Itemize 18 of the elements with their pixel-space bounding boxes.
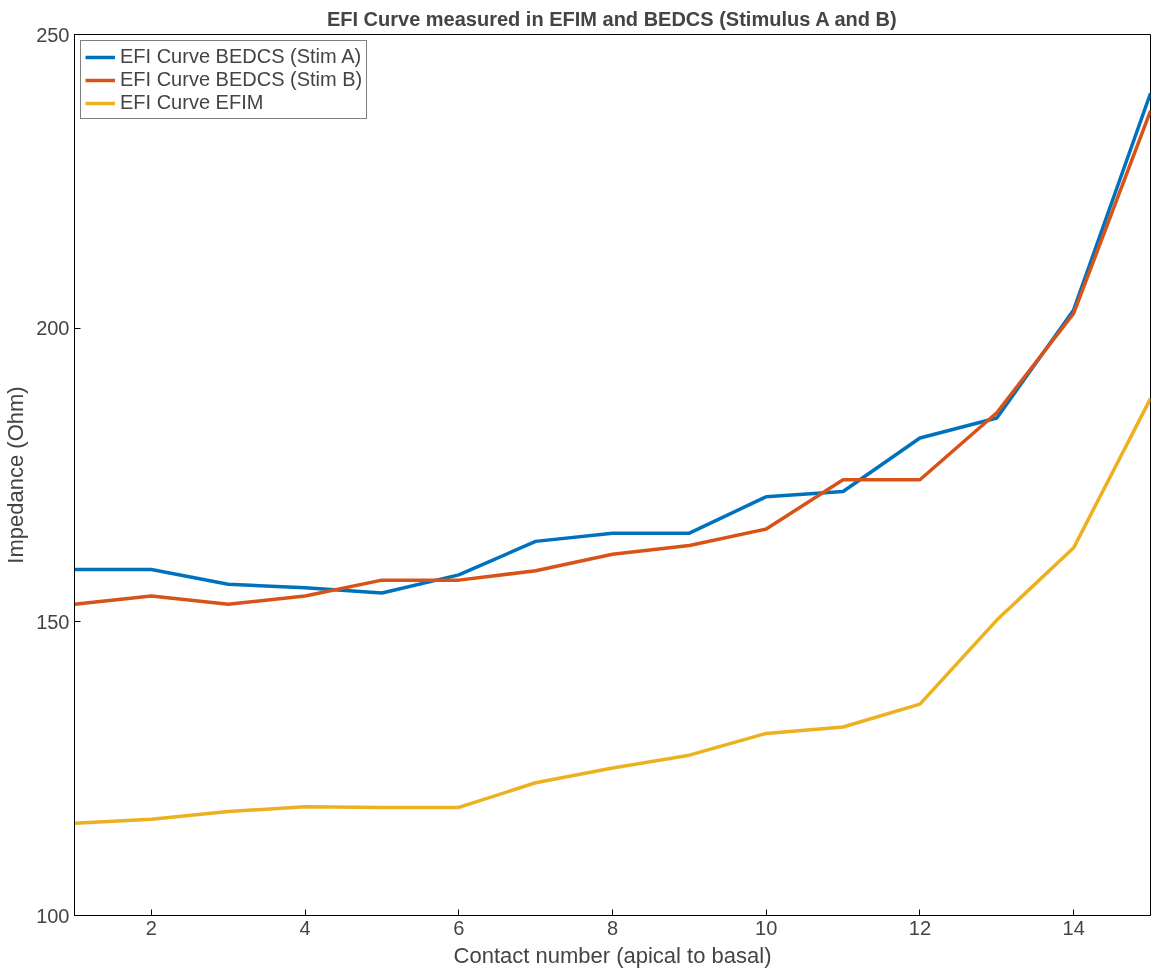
chart-title: EFI Curve measured in EFIM and BEDCS (Stimulus A and B) [326,7,897,30]
y-tick-label: 150 [36,610,70,633]
x-tick-label: 8 [606,916,619,939]
y-tick-label: 100 [36,904,70,927]
legend-label: EFI Curve BEDCS (Stim B) [120,68,363,91]
x-tick-label: 12 [908,916,932,939]
x-tick-label: 2 [145,916,157,939]
x-tick-label: 6 [453,916,465,939]
x-axis-title: Contact number (apical to basal) [453,942,772,968]
legend-label: EFI Curve EFIM [120,91,264,114]
y-tick-label: 200 [36,317,70,340]
x-tick-label: 4 [299,916,311,939]
legend-label: EFI Curve BEDCS (Stim A) [120,45,362,68]
y-tick-label: 250 [36,23,70,46]
x-tick-label: 10 [755,916,778,939]
line-series [74,396,1151,826]
x-tick-label: 14 [1062,916,1085,939]
y-axis-title: Impedance (Ohm) [3,386,29,564]
